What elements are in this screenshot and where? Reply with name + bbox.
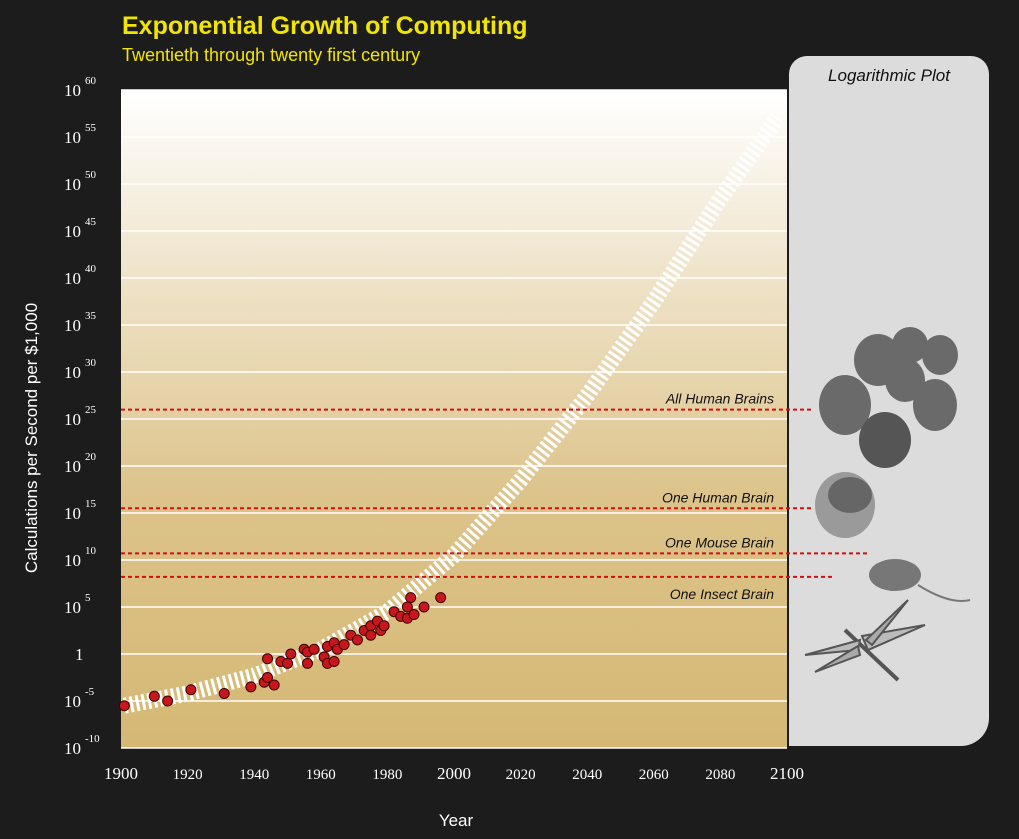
- chart-subtitle: Twentieth through twenty first century: [122, 45, 421, 65]
- x-tick-label: 1940: [239, 767, 269, 783]
- data-point: [285, 648, 297, 660]
- y-tick-label: 10 15: [64, 498, 97, 523]
- svg-text:35: 35: [85, 310, 97, 322]
- svg-text:30: 30: [85, 357, 97, 369]
- x-tick-label: 1900: [104, 764, 138, 783]
- svg-text:10: 10: [64, 128, 81, 147]
- mouse-icon: [869, 559, 971, 602]
- data-point: [401, 601, 413, 613]
- svg-text:10: 10: [64, 81, 81, 100]
- y-tick-label: 10 20: [64, 451, 97, 476]
- svg-text:10: 10: [64, 269, 81, 288]
- data-point: [378, 620, 390, 632]
- svg-text:45: 45: [85, 216, 97, 228]
- svg-text:10: 10: [64, 316, 81, 335]
- data-point: [218, 687, 230, 699]
- data-point: [435, 592, 447, 604]
- svg-text:-10: -10: [85, 733, 100, 745]
- svg-text:-5: -5: [85, 686, 95, 698]
- data-point: [162, 695, 174, 707]
- annotations: All Human Brains One Human Brain One Mouse…: [121, 391, 868, 602]
- svg-text:20: 20: [85, 451, 97, 463]
- annotation-label: One Human Brain: [662, 489, 774, 505]
- svg-text:10: 10: [64, 692, 81, 711]
- trend-line: [122, 113, 784, 714]
- svg-text:10: 10: [64, 222, 81, 241]
- svg-text:10: 10: [85, 545, 97, 557]
- data-point: [308, 643, 320, 655]
- y-tick-label: 10 -10: [64, 733, 100, 758]
- y-tick-label: 10 60: [64, 75, 97, 100]
- svg-text:55: 55: [85, 122, 97, 134]
- svg-text:60: 60: [85, 75, 97, 87]
- x-tick-label: 2060: [639, 767, 669, 783]
- data-point: [245, 681, 257, 693]
- y-tick-label: 10 5: [64, 592, 91, 617]
- data-point: [268, 679, 280, 691]
- brain-head-icon: [815, 472, 875, 538]
- data-point: [338, 639, 350, 651]
- data-point: [408, 609, 420, 621]
- annotation-label: One Mouse Brain: [665, 534, 774, 550]
- data-point: [365, 629, 377, 641]
- grid: [121, 89, 787, 749]
- x-tick-label: 1920: [173, 767, 203, 783]
- x-tick-label: 2000: [437, 764, 471, 783]
- svg-text:5: 5: [85, 592, 91, 604]
- y-tick-label: 10 45: [64, 216, 97, 241]
- y-tick-label: 10 25: [64, 404, 97, 429]
- data-point: [282, 657, 293, 669]
- x-tick-label: 1960: [306, 767, 336, 783]
- data-point: [351, 634, 363, 646]
- chart-title: Exponential Growth of Computing: [122, 12, 528, 40]
- x-tick-label: 2080: [705, 767, 735, 783]
- y-axis-label: Calculations per Second per $1,000: [22, 303, 41, 573]
- svg-text:10: 10: [64, 598, 81, 617]
- svg-text:10: 10: [64, 363, 81, 382]
- data-points: [118, 592, 447, 712]
- data-point: [301, 657, 313, 669]
- svg-text:10: 10: [64, 551, 81, 570]
- x-tick-label: 1980: [372, 767, 402, 783]
- svg-text:10: 10: [64, 457, 81, 476]
- heads-illustration: [819, 327, 958, 468]
- y-tick-label: 10 35: [64, 310, 97, 335]
- trend-band: [122, 113, 784, 714]
- y-tick-label: 10 -5: [64, 686, 95, 711]
- x-axis-label: Year: [439, 811, 474, 830]
- y-tick-label: 1: [75, 645, 84, 664]
- svg-text:50: 50: [85, 169, 97, 181]
- x-tick-label: 2100: [770, 764, 804, 783]
- svg-text:10: 10: [64, 739, 81, 758]
- dragonfly-icon: [804, 599, 926, 682]
- svg-text:10: 10: [64, 175, 81, 194]
- y-tick-label: 10 40: [64, 263, 97, 288]
- data-point: [418, 601, 430, 613]
- y-tick-label: 10 30: [64, 357, 97, 382]
- data-point: [328, 656, 340, 668]
- y-tick-label: 10 10: [64, 545, 97, 570]
- annotation-label: All Human Brains: [665, 391, 774, 407]
- data-point: [118, 700, 130, 712]
- svg-text:1: 1: [75, 645, 84, 664]
- data-point: [262, 672, 274, 683]
- panel-title: Logarithmic Plot: [828, 66, 950, 85]
- data-point: [405, 592, 417, 604]
- data-point: [262, 653, 274, 665]
- svg-text:40: 40: [85, 263, 97, 275]
- svg-text:10: 10: [64, 410, 81, 429]
- x-tick-labels: 1900 1920 1940 1960 1980 2000 2020 2040 2060 2080…: [104, 764, 804, 783]
- y-tick-label: 10 55: [64, 122, 97, 147]
- x-tick-label: 2020: [506, 767, 536, 783]
- svg-text:25: 25: [85, 404, 97, 416]
- data-point: [148, 690, 160, 702]
- y-tick-label: 10 50: [64, 169, 97, 194]
- x-tick-label: 2040: [572, 767, 602, 783]
- annotation-label: One Insect Brain: [670, 586, 774, 602]
- svg-text:10: 10: [64, 504, 81, 523]
- data-point: [185, 684, 197, 696]
- svg-text:15: 15: [85, 498, 97, 510]
